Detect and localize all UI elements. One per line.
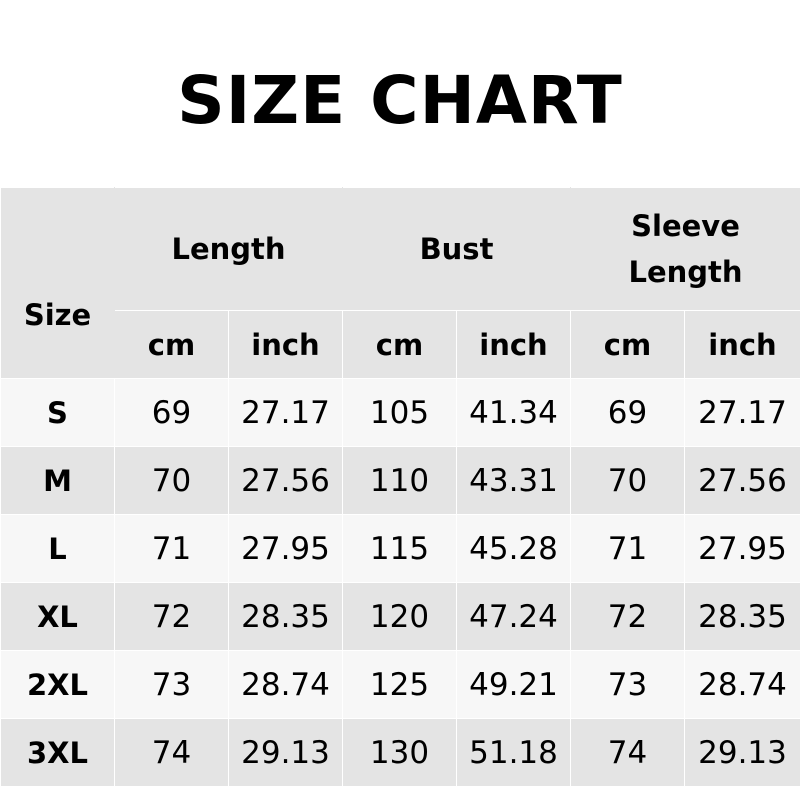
unit-header: cm [114, 310, 229, 379]
measurement-cell: 27.56 [684, 446, 800, 515]
unit-header: cm [342, 310, 457, 379]
measurement-cell: 27.17 [228, 378, 343, 447]
measurement-cell: 71 [114, 514, 229, 583]
page-title: SIZE CHART [177, 62, 623, 139]
size-chart-table: Size Length Bust Sleeve Length cm inch c… [0, 187, 800, 787]
unit-header: inch [456, 310, 571, 379]
table-row: M 70 27.56 110 43.31 70 27.56 [0, 446, 800, 515]
bust-header: Bust [342, 187, 571, 311]
measurement-cell: 47.24 [456, 582, 571, 651]
measurement-cell: 105 [342, 378, 457, 447]
measurement-cell: 41.34 [456, 378, 571, 447]
unit-header: inch [684, 310, 800, 379]
measurement-cell: 51.18 [456, 718, 571, 787]
measurement-cell: 43.31 [456, 446, 571, 515]
measurement-cell: 28.74 [684, 650, 800, 719]
size-cell: S [0, 378, 115, 447]
measurement-cell: 71 [570, 514, 685, 583]
table-row: 2XL 73 28.74 125 49.21 73 28.74 [0, 650, 800, 719]
measurement-cell: 27.95 [228, 514, 343, 583]
measurement-cell: 73 [114, 650, 229, 719]
measurement-cell: 125 [342, 650, 457, 719]
measurement-cell: 69 [114, 378, 229, 447]
measurement-cell: 27.56 [228, 446, 343, 515]
measurement-cell: 74 [114, 718, 229, 787]
measurement-cell: 29.13 [228, 718, 343, 787]
size-cell: XL [0, 582, 115, 651]
size-cell: L [0, 514, 115, 583]
measurement-cell: 130 [342, 718, 457, 787]
measurement-cell: 27.17 [684, 378, 800, 447]
table-row: S 69 27.17 105 41.34 69 27.17 [0, 378, 800, 447]
sleeve-length-header: Sleeve Length [570, 187, 800, 311]
sleeve-length-label: Sleeve Length [628, 209, 743, 289]
length-header: Length [114, 187, 343, 311]
measurement-cell: 70 [114, 446, 229, 515]
size-cell: M [0, 446, 115, 515]
size-column-header: Size [0, 187, 115, 379]
measurement-cell: 115 [342, 514, 457, 583]
unit-header: inch [228, 310, 343, 379]
measurement-cell: 28.35 [228, 582, 343, 651]
measurement-cell: 74 [570, 718, 685, 787]
measurement-cell: 72 [570, 582, 685, 651]
measurement-cell: 28.35 [684, 582, 800, 651]
measurement-cell: 28.74 [228, 650, 343, 719]
measurement-cell: 70 [570, 446, 685, 515]
measurement-cell: 69 [570, 378, 685, 447]
measurement-cell: 72 [114, 582, 229, 651]
measurement-cell: 27.95 [684, 514, 800, 583]
measurement-cell: 73 [570, 650, 685, 719]
measurement-cell: 45.28 [456, 514, 571, 583]
table-row: L 71 27.95 115 45.28 71 27.95 [0, 514, 800, 583]
measurement-cell: 110 [342, 446, 457, 515]
table-row: XL 72 28.35 120 47.24 72 28.35 [0, 582, 800, 651]
table-row: 3XL 74 29.13 130 51.18 74 29.13 [0, 718, 800, 787]
measurement-cell: 29.13 [684, 718, 800, 787]
size-cell: 3XL [0, 718, 115, 787]
size-cell: 2XL [0, 650, 115, 719]
measurement-cell: 49.21 [456, 650, 571, 719]
measurement-cell: 120 [342, 582, 457, 651]
unit-header: cm [570, 310, 685, 379]
